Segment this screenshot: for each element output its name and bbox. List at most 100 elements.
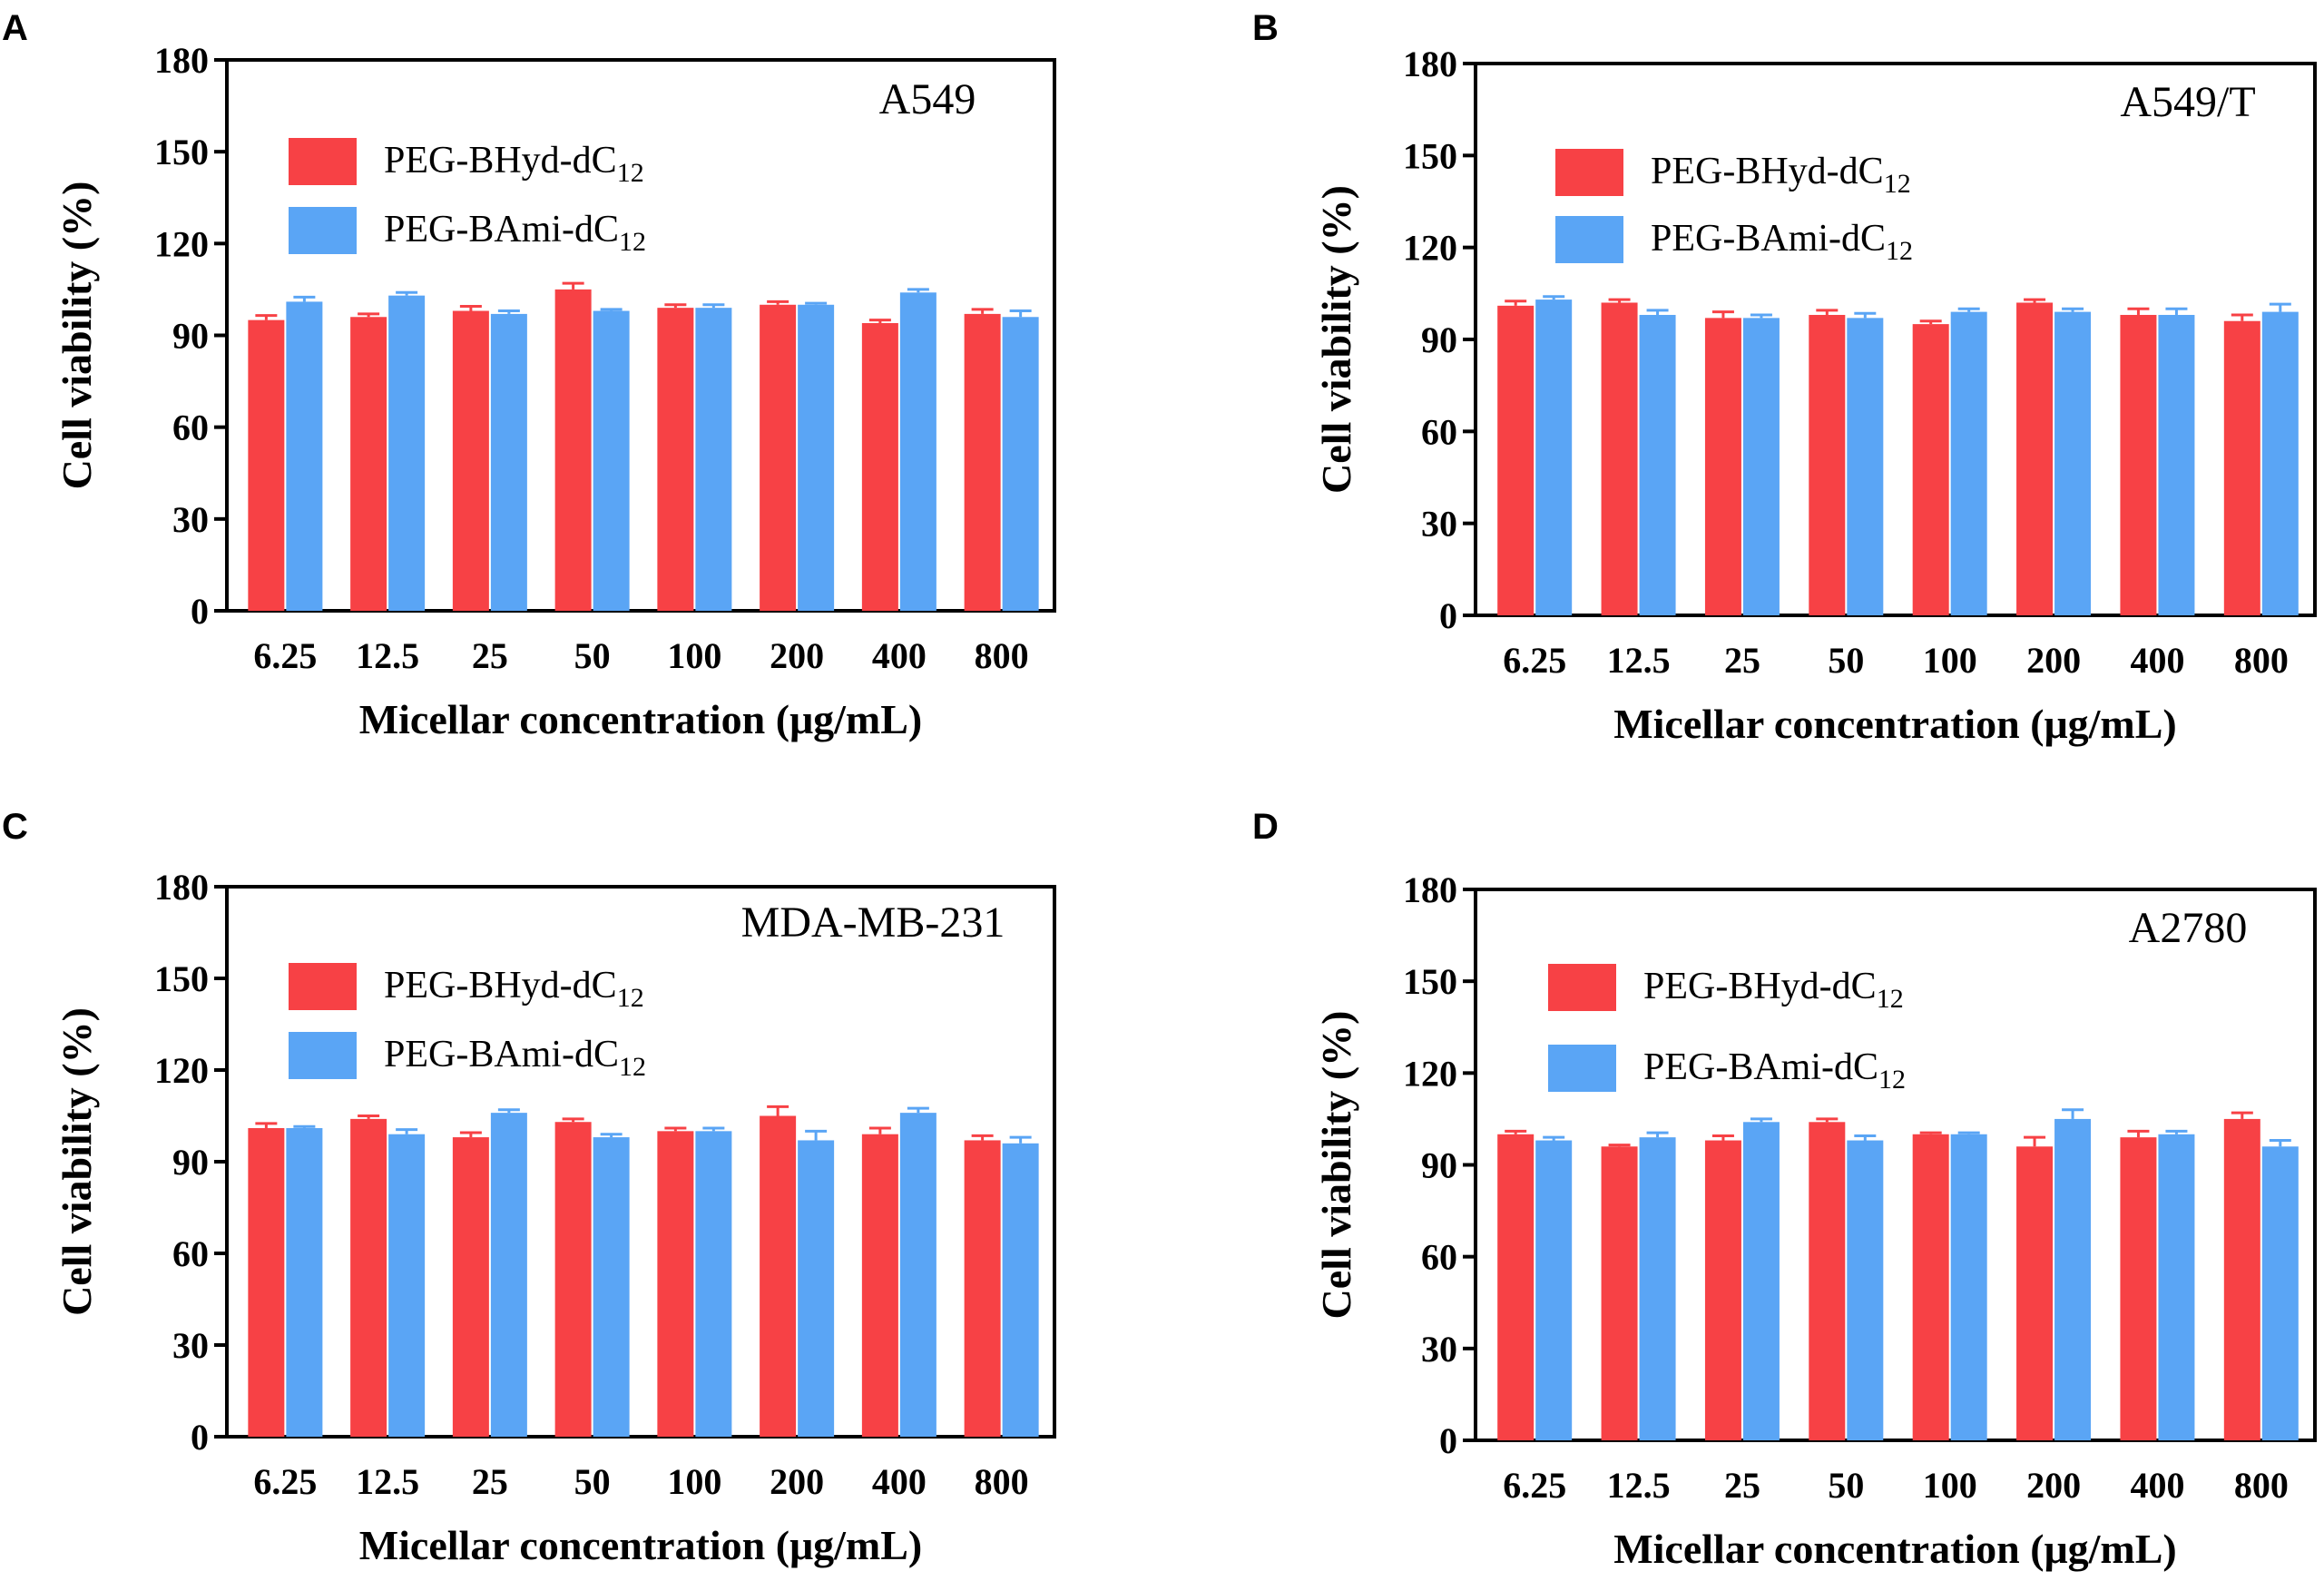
y-tick-label: 30 [1421,1329,1457,1370]
bar [861,323,898,611]
x-tick-label: 6.25 [253,1461,317,1502]
legend-label: PEG-BAmi-dC12 [384,209,646,257]
bar [2016,302,2054,615]
bar [2261,1146,2299,1440]
chart-panel-c: C 0 30 60 90 120 150 180 Cell viability (%) Micel… [2,807,1056,1568]
bar [1497,1134,1535,1440]
y-tick-label: 150 [154,132,209,172]
y-tick-label: 60 [1421,411,1457,452]
bar [1742,318,1780,615]
x-tick-label: 50 [1828,1465,1864,1506]
x-tick-label: 50 [574,1461,611,1502]
bar [593,310,630,611]
chart-title: A549/T [2120,78,2255,126]
y-axis-title: Cell viability (%) [1313,185,1359,494]
x-tick-label: 50 [574,635,611,676]
bar [899,1113,936,1437]
x-axis-title: Micellar concentration (μg/mL) [1613,701,2177,747]
x-tick-label: 200 [2026,640,2081,681]
x-axis-title: Micellar concentration (μg/mL) [1613,1526,2177,1572]
bar [1002,1143,1039,1437]
bar [1704,318,1741,615]
bar [760,304,797,611]
y-tick-label: 120 [1403,228,1457,269]
bar [490,313,527,611]
bar [554,1122,592,1437]
bar [1704,1140,1741,1440]
y-tick-label: 30 [172,499,209,540]
bar [861,1134,898,1437]
y-tick-label: 120 [154,1050,209,1091]
bar [1847,318,1884,615]
bar [1601,1146,1638,1440]
chart-title: A549 [879,75,976,123]
bar [350,317,387,611]
bar [1639,314,1676,615]
x-tick-label: 6.25 [1503,1465,1566,1506]
bar [695,1131,732,1437]
legend-label: PEG-BAmi-dC12 [384,1034,646,1082]
bar [2158,1134,2195,1440]
bar [760,1115,797,1437]
legend-label-subscript: 12 [1884,169,1911,199]
bar [1535,300,1573,615]
legend-label-main: PEG-BHyd-dC [1643,966,1877,1007]
x-tick-label: 400 [872,1461,927,1502]
bar [1847,1140,1884,1440]
y-tick-label: 0 [1439,1420,1457,1461]
y-tick-label: 30 [1421,504,1457,545]
y-tick-label: 150 [1403,961,1457,1002]
y-tick-label: 0 [191,591,209,632]
x-tick-label: 50 [1828,640,1864,681]
x-tick-label: 400 [872,635,927,676]
legend-label-subscript: 12 [1878,1065,1906,1095]
bar [2223,320,2260,615]
bar [798,304,835,611]
x-axis-title: Micellar concentration (μg/mL) [359,696,923,742]
bar [593,1137,630,1437]
bar [1742,1122,1780,1440]
legend-label: PEG-BHyd-dC12 [1643,966,1904,1014]
legend-label: PEG-BAmi-dC12 [1643,1046,1906,1095]
chart-title: MDA-MB-231 [741,899,1005,947]
panel-label: D [1252,807,1279,847]
y-tick-label: 60 [172,408,209,448]
x-tick-label: 100 [667,1461,721,1502]
panel-label: C [2,807,28,847]
x-tick-label: 400 [2130,640,2184,681]
bar [899,292,936,611]
bar [657,308,694,611]
x-tick-label: 12.5 [1607,640,1671,681]
y-tick-label: 120 [154,223,209,264]
legend-swatch [1548,1045,1616,1092]
legend-swatch [1555,149,1623,196]
y-tick-label: 180 [1403,44,1457,84]
bar [1809,1122,1846,1440]
x-tick-label: 25 [472,1461,508,1502]
x-tick-label: 800 [975,635,1029,676]
y-tick-label: 30 [172,1325,209,1366]
legend-label-subscript: 12 [619,1052,646,1082]
bar [2054,311,2092,615]
bar [452,310,489,611]
legend-label-subscript: 12 [1886,236,1913,266]
x-tick-label: 800 [2234,1465,2289,1506]
legend-label-main: PEG-BAmi-dC [1643,1046,1878,1088]
x-tick-label: 100 [667,635,721,676]
bar [2054,1118,2092,1440]
bar [452,1137,489,1437]
bar [1950,311,1987,615]
x-tick-label: 100 [1923,1465,1977,1506]
x-tick-label: 6.25 [1503,640,1566,681]
y-tick-label: 0 [1439,595,1457,636]
legend-label-main: PEG-BHyd-dC [1651,151,1884,192]
bar [1950,1134,1987,1440]
y-tick-label: 90 [172,1142,209,1183]
x-tick-label: 800 [2234,640,2289,681]
panel-label: B [1252,8,1279,48]
bar [2223,1118,2260,1440]
bar [490,1113,527,1437]
bar [1912,324,1949,615]
x-tick-label: 25 [472,635,508,676]
legend-label-main: PEG-BAmi-dC [1651,218,1886,260]
